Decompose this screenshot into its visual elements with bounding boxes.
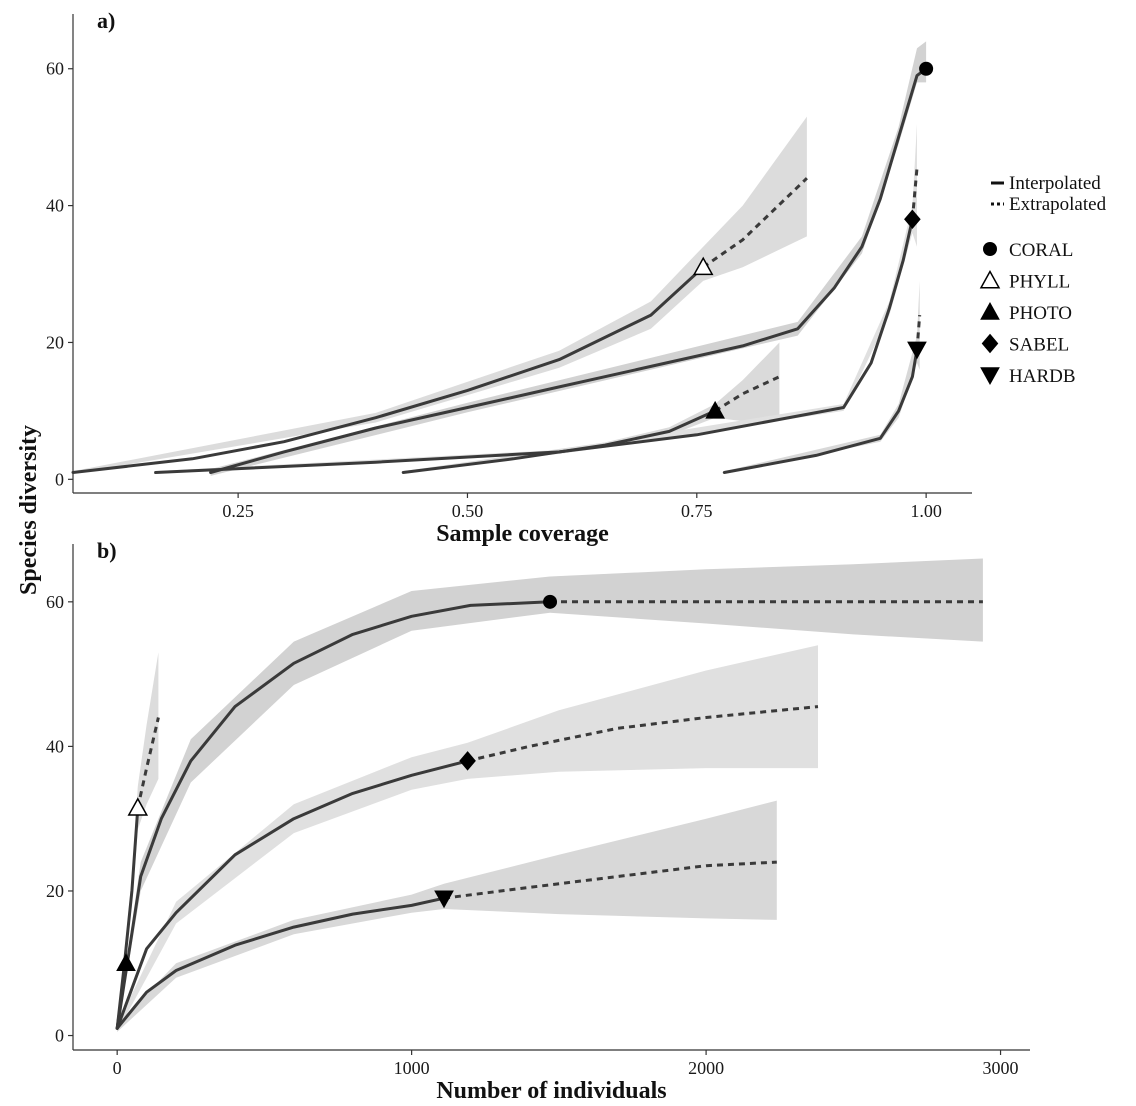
panel-a: 0.25 0.50 0.75 1.00 0 20 40 60 a) Sample coverage [46, 8, 972, 547]
legend-label-hardb: HARDB [1009, 366, 1076, 387]
panel-a-axes: 0.25 0.50 0.75 1.00 0 20 40 60 [46, 14, 972, 521]
panel-b-extrapolated-hardb [443, 860, 777, 900]
panel-a-x-axis-title: Sample coverage [436, 521, 609, 547]
legend-marker-photo [980, 301, 1000, 320]
legend-marker-hardb [980, 367, 1000, 386]
y-axis-title: Species diversity [16, 425, 42, 595]
panel-b-x-tick-label: 2000 [688, 1058, 724, 1078]
panel-b-x-tick-label: 3000 [983, 1058, 1019, 1078]
panel-b-y-tick-label: 20 [46, 881, 64, 901]
panel-b-bands [117, 558, 983, 1032]
panel-a-interpolated-photo [401, 409, 717, 474]
panel-b-markers [116, 594, 558, 971]
panel-a-extrapolated-sabel [910, 167, 919, 220]
legend-label-photo: PHOTO [1009, 303, 1072, 324]
panel-b-x-tick-label: 0 [113, 1058, 122, 1078]
panel-b-label: b) [97, 538, 117, 563]
legend-label-coral: CORAL [1009, 240, 1073, 261]
panel-b-marker-sabel [459, 751, 476, 771]
panel-a-x-tick-label: 0.25 [222, 501, 254, 521]
panel-b-x-axis-title: Number of individuals [436, 1078, 666, 1104]
panel-b-band-sabel [117, 645, 818, 1032]
panel-b: 0 1000 2000 3000 0 20 40 60 b) Number of individu… [46, 538, 1030, 1104]
panel-b-band-hardb [117, 800, 777, 1032]
panel-b-extrapolated-sabel [467, 705, 819, 763]
legend-marker-sabel [981, 333, 999, 354]
panel-b-band-coral [117, 558, 983, 1032]
panel-a-y-tick-label: 60 [46, 59, 64, 79]
panel-b-interpolated-hardb [115, 896, 446, 1030]
panel-a-interpolated-phyll [71, 265, 705, 474]
panel-b-y-tick-label: 60 [46, 592, 64, 612]
panel-b-interpolated-photo [115, 961, 128, 1030]
panel-a-y-tick-label: 40 [46, 196, 64, 216]
panel-a-marker-photo [705, 400, 725, 419]
panel-b-interpolated-coral [115, 600, 552, 1030]
panel-a-label: a) [97, 8, 115, 33]
panel-b-y-tick-label: 0 [55, 1026, 64, 1046]
panel-b-extrapolated-phyll [136, 717, 160, 809]
panel-b-marker-coral [543, 594, 558, 609]
legend-label-sabel: SABEL [1009, 335, 1069, 356]
panel-a-extrapolated-phyll [702, 177, 808, 269]
panel-a-band-phyll [73, 116, 807, 474]
panel-a-marker-coral [919, 61, 934, 76]
panel-b-x-tick-label: 1000 [394, 1058, 430, 1078]
panel-a-marker-phyll [692, 256, 714, 276]
panel-b-marker-photo [116, 953, 136, 971]
panel-a-marker-hardb [907, 341, 927, 360]
panel-a-bands [73, 41, 927, 476]
panel-a-markers [692, 61, 934, 419]
panel-b-lines [115, 600, 983, 1030]
panel-a-interpolated-hardb [722, 347, 919, 474]
panel-a-extrapolated-photo [714, 375, 781, 413]
legend-label-phyll: PHYLL [1009, 272, 1070, 293]
panel-b-axes: 0 1000 2000 3000 0 20 40 60 [46, 544, 1030, 1078]
legend-marker-phyll [979, 269, 1001, 289]
legend-label-interpolated: Interpolated [1009, 173, 1101, 194]
panel-a-x-tick-label: 0.50 [452, 501, 484, 521]
panel-b-y-tick-label: 40 [46, 736, 64, 756]
panel-b-interpolated-sabel [115, 759, 470, 1030]
panel-a-marker-sabel [904, 209, 921, 230]
panel-a-x-tick-label: 0.75 [681, 501, 713, 521]
panel-b-marker-hardb [434, 890, 454, 909]
panel-a-y-tick-label: 0 [55, 469, 64, 489]
panel-a-x-tick-label: 1.00 [910, 501, 942, 521]
panel-a-interpolated-sabel [154, 217, 914, 474]
panel-a-y-tick-label: 20 [46, 332, 64, 352]
legend-label-extrapolated: Extrapolated [1009, 194, 1107, 215]
legend-marker-coral [983, 242, 997, 256]
panel-b-marker-phyll [127, 797, 149, 816]
panel-a-interpolated-coral [209, 67, 928, 474]
panel-a-lines [71, 67, 928, 474]
